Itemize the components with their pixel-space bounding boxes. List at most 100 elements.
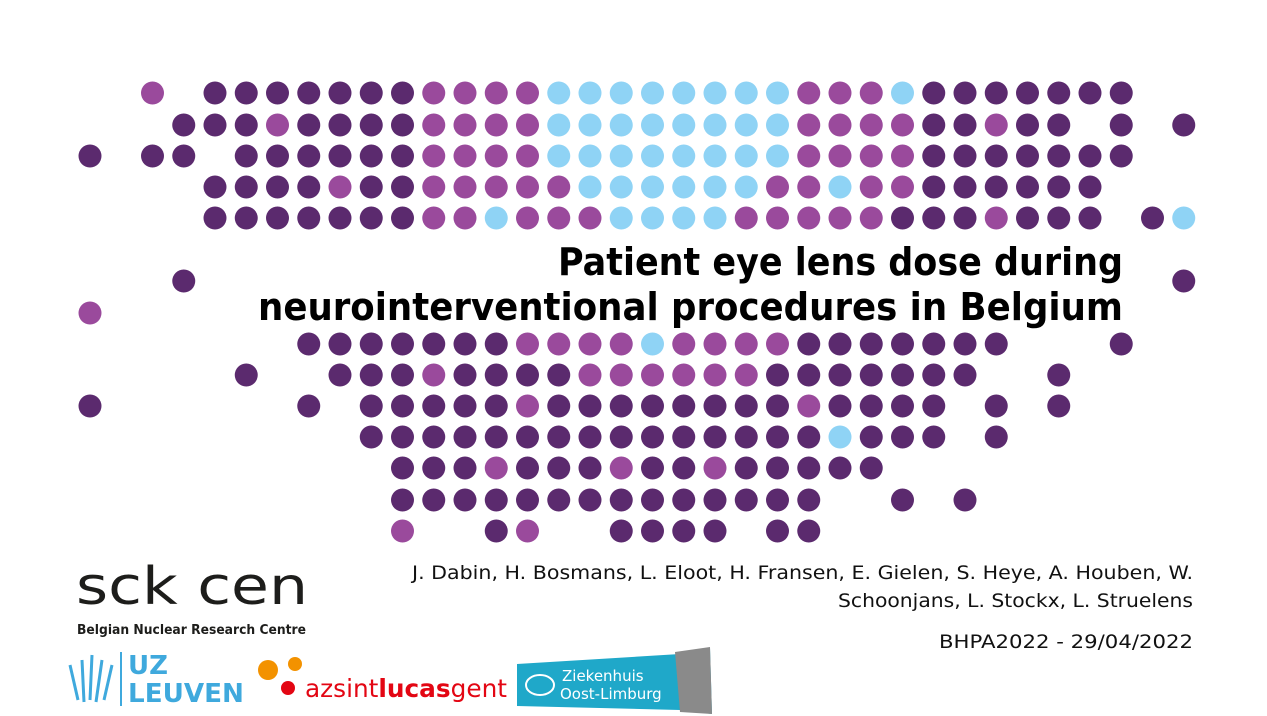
dot bbox=[391, 175, 414, 199]
dot bbox=[484, 425, 508, 449]
dot bbox=[797, 363, 821, 387]
dot bbox=[859, 81, 883, 105]
dot bbox=[1078, 81, 1102, 105]
dot bbox=[859, 456, 883, 480]
dot bbox=[516, 175, 539, 199]
dot-pattern bbox=[78, 81, 1196, 543]
dot bbox=[984, 81, 1008, 105]
dot bbox=[484, 113, 508, 137]
dot bbox=[391, 206, 414, 230]
dot bbox=[578, 488, 602, 512]
authors-line: J. Dabin, H. Bosmans, L. Eloot, H. Frans… bbox=[411, 562, 1193, 584]
dot bbox=[1109, 332, 1133, 356]
dot bbox=[828, 363, 852, 387]
dot bbox=[1047, 175, 1071, 199]
dot bbox=[1047, 394, 1071, 418]
dot bbox=[422, 488, 446, 512]
dot bbox=[1016, 175, 1039, 199]
dot bbox=[422, 456, 446, 480]
dot bbox=[266, 113, 289, 137]
dot bbox=[547, 113, 571, 137]
dot bbox=[672, 425, 696, 449]
dot bbox=[203, 175, 227, 199]
dot bbox=[1047, 206, 1071, 230]
dot bbox=[484, 175, 508, 199]
dot bbox=[328, 363, 352, 387]
dot bbox=[891, 144, 914, 168]
dot bbox=[891, 206, 914, 230]
dot bbox=[766, 175, 789, 199]
dot bbox=[516, 144, 539, 168]
dot bbox=[953, 144, 977, 168]
dot bbox=[984, 332, 1008, 356]
dot bbox=[516, 332, 539, 356]
dot bbox=[609, 81, 633, 105]
dot bbox=[984, 206, 1008, 230]
dot bbox=[359, 394, 383, 418]
dot bbox=[766, 144, 789, 168]
dot bbox=[703, 456, 727, 480]
dot bbox=[641, 81, 664, 105]
dot bbox=[766, 363, 789, 387]
event: BHPA2022 - 29/04/2022 bbox=[939, 631, 1193, 653]
dot bbox=[672, 175, 696, 199]
dot bbox=[1047, 81, 1071, 105]
dot bbox=[578, 456, 602, 480]
dot bbox=[703, 363, 727, 387]
dot bbox=[1016, 81, 1039, 105]
dot bbox=[609, 113, 633, 137]
dot bbox=[953, 81, 977, 105]
dot bbox=[953, 113, 977, 137]
dot bbox=[172, 113, 196, 137]
dot bbox=[797, 332, 821, 356]
dot bbox=[703, 519, 727, 543]
dot bbox=[766, 488, 789, 512]
dot bbox=[266, 144, 289, 168]
dot bbox=[984, 175, 1008, 199]
dot bbox=[297, 113, 321, 137]
dot bbox=[953, 363, 977, 387]
dot bbox=[391, 488, 414, 512]
dot bbox=[609, 332, 633, 356]
dot bbox=[672, 206, 696, 230]
dot bbox=[922, 332, 946, 356]
logo-part: sint bbox=[333, 674, 378, 703]
dot bbox=[859, 113, 883, 137]
dot bbox=[922, 113, 946, 137]
dot bbox=[1109, 144, 1133, 168]
dot bbox=[1109, 113, 1133, 137]
zol-box bbox=[675, 647, 712, 714]
dot bbox=[547, 425, 571, 449]
dot bbox=[734, 175, 758, 199]
dot bbox=[359, 81, 383, 105]
dot bbox=[984, 113, 1008, 137]
dot bbox=[484, 363, 508, 387]
dot bbox=[1109, 81, 1133, 105]
authors-line: Schoonjans, L. Stockx, L. Struelens bbox=[838, 590, 1193, 612]
dot bbox=[828, 144, 852, 168]
dot bbox=[359, 332, 383, 356]
dot bbox=[922, 206, 946, 230]
dot bbox=[641, 363, 664, 387]
dot bbox=[578, 113, 602, 137]
dot bbox=[703, 113, 727, 137]
dot bbox=[484, 144, 508, 168]
dot bbox=[234, 144, 258, 168]
dot bbox=[484, 81, 508, 105]
dot bbox=[734, 81, 758, 105]
dot bbox=[797, 519, 821, 543]
dot bbox=[766, 332, 789, 356]
dot bbox=[953, 206, 977, 230]
dot bbox=[172, 144, 196, 168]
dot bbox=[641, 425, 664, 449]
dot bbox=[328, 175, 352, 199]
dot bbox=[609, 206, 633, 230]
dot bbox=[297, 81, 321, 105]
dot bbox=[797, 488, 821, 512]
dot bbox=[859, 425, 883, 449]
dot bbox=[547, 394, 571, 418]
dot bbox=[828, 332, 852, 356]
dot bbox=[609, 394, 633, 418]
az-icon bbox=[258, 660, 278, 680]
logo-part: gent bbox=[451, 674, 508, 703]
